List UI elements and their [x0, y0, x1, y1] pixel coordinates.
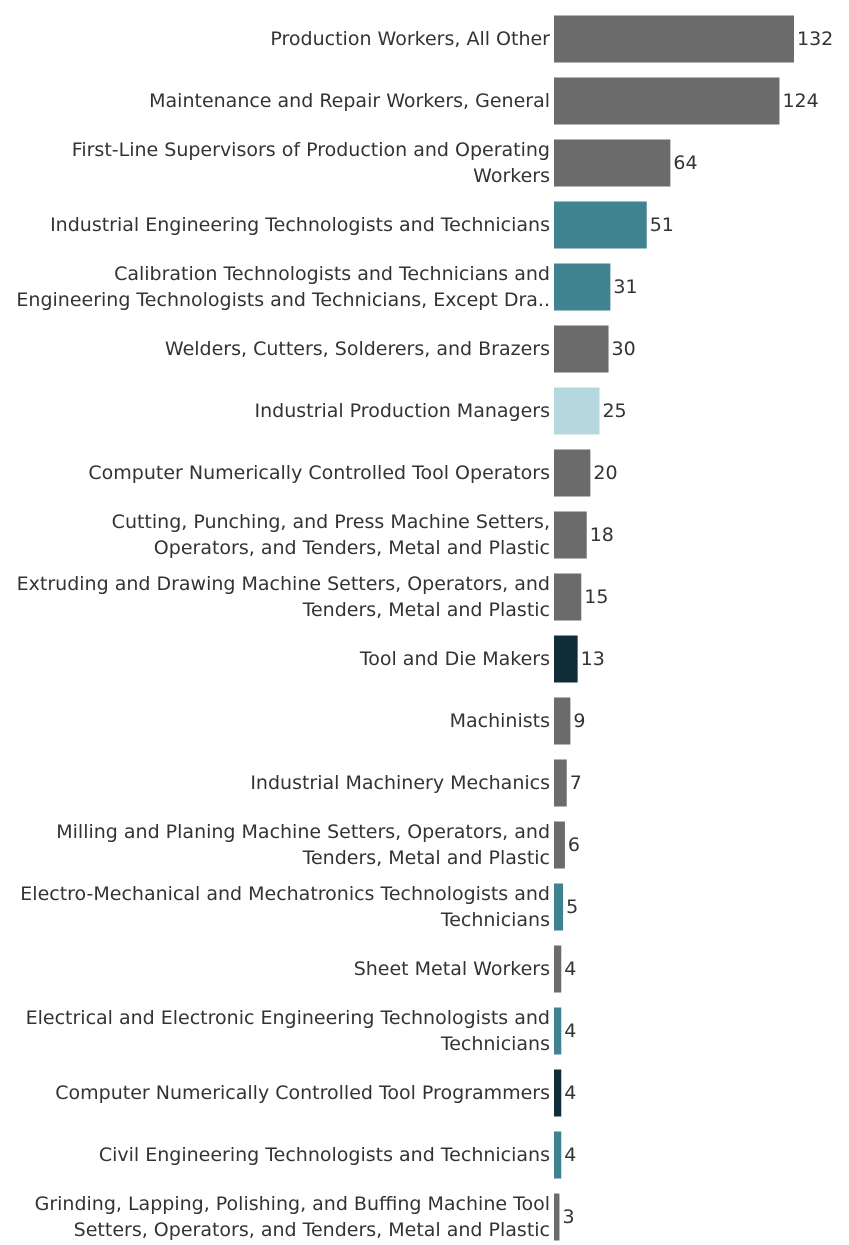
category-label: Industrial Production Managers [255, 400, 550, 422]
bar-row: Tool and Die Makers 13 [359, 635, 605, 683]
category-label: Electro-Mechanical and Mechatronics Tech… [20, 883, 550, 905]
value-label: 4 [564, 1082, 576, 1104]
bar [554, 821, 565, 869]
bar-row: Electrical and Electronic Engineering Te… [26, 1007, 577, 1055]
bar [554, 325, 609, 373]
bar-row: Welders, Cutters, Solderers, and Brazers… [165, 325, 636, 373]
category-label: Welders, Cutters, Solderers, and Brazers [165, 338, 550, 360]
category-label: Workers [473, 165, 550, 187]
bar [554, 15, 794, 63]
bar-row: Cutting, Punching, and Press Machine Set… [112, 511, 614, 559]
value-label: 13 [581, 648, 605, 670]
category-label: Tenders, Metal and Plastic [302, 599, 550, 621]
category-label: Grinding, Lapping, Polishing, and Buffin… [35, 1193, 550, 1215]
bar [554, 945, 562, 993]
category-label: Maintenance and Repair Workers, General [149, 90, 550, 112]
value-label: 132 [797, 28, 833, 50]
value-label: 7 [570, 772, 582, 794]
value-label: 20 [593, 462, 617, 484]
bar-row: Industrial Engineering Technologists and… [50, 201, 674, 249]
bar [554, 573, 582, 621]
category-label: Sheet Metal Workers [354, 958, 550, 980]
category-label: Calibration Technologists and Technician… [114, 263, 550, 285]
category-label: Computer Numerically Controlled Tool Pro… [55, 1082, 550, 1104]
bar [554, 263, 611, 311]
bar-row: Extruding and Drawing Machine Setters, O… [17, 573, 609, 621]
bar-row: Machinists 9 [450, 697, 585, 745]
category-label: Cutting, Punching, and Press Machine Set… [112, 511, 550, 533]
bar-row: Calibration Technologists and Technician… [16, 263, 637, 311]
bar [554, 635, 578, 683]
bar [554, 1131, 562, 1179]
value-label: 64 [673, 152, 697, 174]
bar-row: Sheet Metal Workers 4 [354, 945, 576, 993]
value-label: 30 [612, 338, 636, 360]
category-label: Milling and Planing Machine Setters, Ope… [56, 821, 550, 843]
category-label: Technicians [440, 1033, 550, 1055]
category-label: Machinists [450, 710, 550, 732]
category-label: Tenders, Metal and Plastic [302, 847, 550, 869]
category-label: Extruding and Drawing Machine Setters, O… [17, 573, 550, 595]
bar [554, 697, 571, 745]
value-label: 18 [590, 524, 614, 546]
bar [554, 1007, 562, 1055]
category-label: Operators, and Tenders, Metal and Plasti… [154, 537, 550, 559]
category-label: Electrical and Electronic Engineering Te… [26, 1007, 550, 1029]
value-label: 6 [568, 834, 580, 856]
bar [554, 387, 600, 435]
value-label: 4 [564, 1144, 576, 1166]
category-label: Computer Numerically Controlled Tool Ope… [88, 462, 550, 484]
category-label: Industrial Machinery Mechanics [250, 772, 550, 794]
bar [554, 139, 671, 187]
bar [554, 1069, 562, 1117]
value-label: 3 [562, 1206, 574, 1228]
value-label: 4 [564, 958, 576, 980]
value-label: 4 [564, 1020, 576, 1042]
value-label: 51 [650, 214, 674, 236]
value-label: 124 [782, 90, 818, 112]
category-label: Setters, Operators, and Tenders, Metal a… [74, 1219, 550, 1241]
bar-row: First-Line Supervisors of Production and… [72, 139, 698, 187]
bar-row: Computer Numerically Controlled Tool Ope… [88, 449, 618, 497]
bar-row: Industrial Production Managers 25 [255, 387, 627, 435]
category-label: Engineering Technologists and Technician… [16, 289, 550, 311]
bar [554, 883, 564, 931]
bar [554, 511, 587, 559]
value-label: 31 [613, 276, 637, 298]
bar-row: Computer Numerically Controlled Tool Pro… [55, 1069, 576, 1117]
value-label: 5 [566, 896, 578, 918]
bar-row: Industrial Machinery Mechanics 7 [250, 759, 582, 807]
bar-row: Production Workers, All Other 132 [270, 15, 833, 63]
bar [554, 77, 780, 125]
category-label: Tool and Die Makers [359, 648, 550, 670]
bar-row: Civil Engineering Technologists and Tech… [99, 1131, 576, 1179]
category-label: Industrial Engineering Technologists and… [50, 214, 550, 236]
bar [554, 1193, 560, 1241]
bar-row: Grinding, Lapping, Polishing, and Buffin… [35, 1193, 575, 1241]
bar [554, 201, 647, 249]
category-label: Technicians [440, 909, 550, 931]
category-label: First-Line Supervisors of Production and… [72, 139, 550, 161]
category-label: Production Workers, All Other [270, 28, 550, 50]
bar-row: Milling and Planing Machine Setters, Ope… [56, 821, 580, 869]
bar [554, 759, 567, 807]
bar-row: Electro-Mechanical and Mechatronics Tech… [20, 883, 578, 931]
bar [554, 449, 591, 497]
value-label: 9 [573, 710, 585, 732]
bar-row: Maintenance and Repair Workers, General 1… [149, 77, 819, 125]
value-label: 25 [602, 400, 626, 422]
category-label: Civil Engineering Technologists and Tech… [99, 1144, 550, 1166]
value-label: 15 [584, 586, 608, 608]
